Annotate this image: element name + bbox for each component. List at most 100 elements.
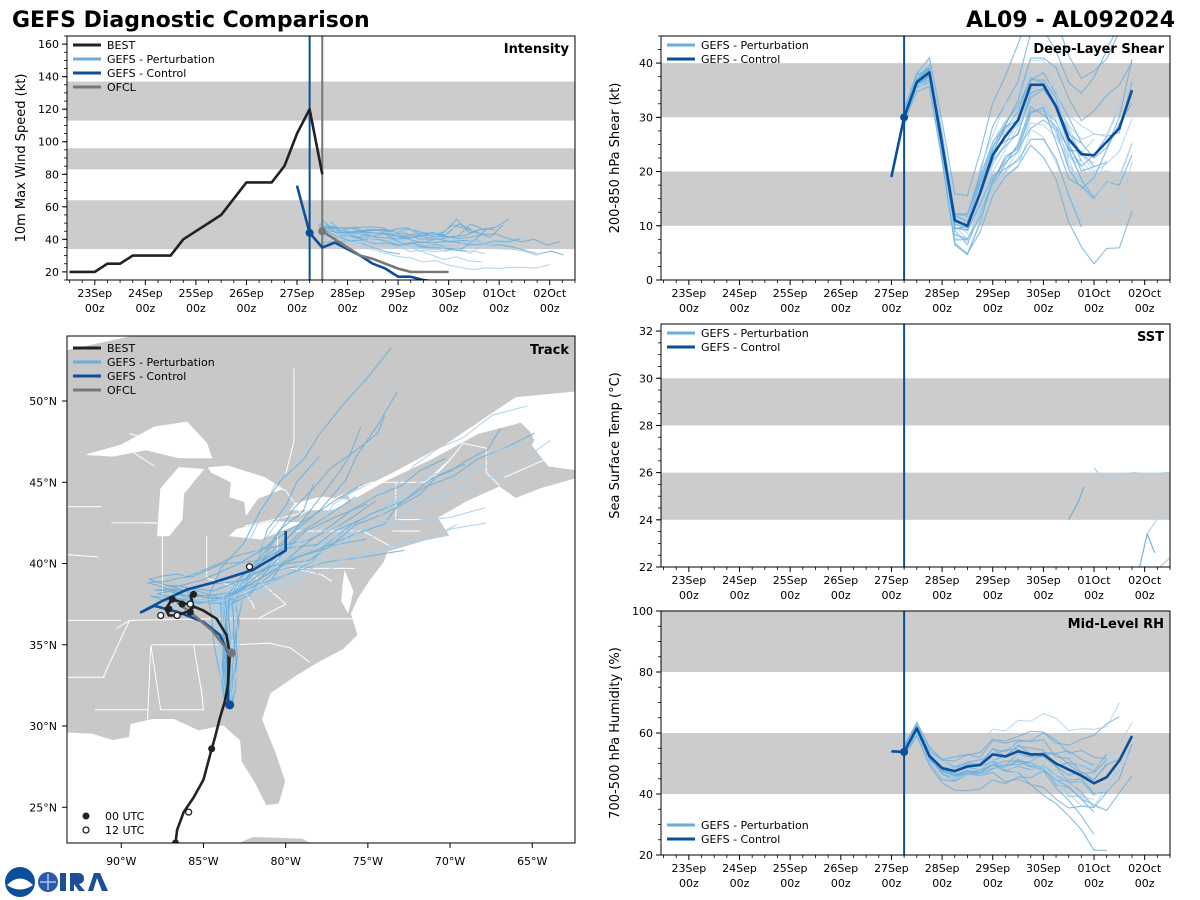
noaa-bird-icon: [7, 878, 33, 890]
track-perturbation-member: [154, 538, 367, 702]
land-cuba: [236, 835, 313, 843]
rh-legend-label-pert: GEFS - Perturbation: [701, 819, 809, 832]
track-xtick-label: 85°W: [188, 855, 218, 868]
state-boundary: [252, 476, 303, 516]
intensity-panel: 20 40 60 80 100 120 140 160 23Sep 00z 24Sep 00z 25Se…: [14, 35, 576, 315]
utc00-marker: [82, 812, 90, 820]
intensity-band-1: [67, 148, 575, 170]
sst-xtick-label-day: 01Oct: [1078, 574, 1112, 587]
track-plot-area: [67, 336, 575, 843]
sst-perturbation-member: [1159, 557, 1170, 567]
shear-ytick-label: 30: [639, 111, 653, 124]
sst-xtick-label-day: 29Sep: [975, 574, 1010, 587]
shear-xtick-label-hour: 00z: [1084, 302, 1104, 315]
sst-band-0: [661, 472, 1170, 520]
shear-xtick-label-hour: 00z: [1135, 302, 1155, 315]
sst-perturbation-member: [1068, 486, 1085, 521]
rh-xtick-label-hour: 00z: [882, 877, 902, 890]
intensity-control-line: [295, 185, 434, 280]
shear-xtick-label-day: 01Oct: [1078, 287, 1112, 300]
shear-xtick-label-hour: 00z: [679, 302, 699, 315]
rh-xtick-label-hour: 00z: [932, 877, 952, 890]
intensity-xtick-label-hour: 00z: [388, 302, 408, 315]
sst-xtick-label-hour: 00z: [1084, 589, 1104, 602]
shear-xtick-label-day: 02Oct: [1128, 287, 1162, 300]
intensity-ytick-label: 40: [45, 233, 59, 246]
sst-xtick-label-hour: 00z: [730, 589, 750, 602]
rh-perturbation-member: [903, 724, 1108, 774]
intensity-xtick-label-hour: 00z: [135, 302, 155, 315]
intensity-xtick-label-hour: 00z: [439, 302, 459, 315]
intensity-legend-label-best: BEST: [107, 39, 135, 52]
rh-xtick-label-day: 24Sep: [722, 862, 757, 875]
utc12-label: 12 UTC: [105, 824, 145, 837]
rh-control-init-point: [900, 747, 909, 756]
shear-control-init-point: [900, 113, 909, 122]
intensity-perturbation-member: [322, 232, 538, 257]
cira-wordmark: [60, 873, 108, 891]
intensity-ytick-label: 120: [38, 103, 59, 116]
rh-perturbation-member: [903, 721, 1107, 762]
water-huron: [207, 465, 284, 516]
rh-perturbation-member: [903, 722, 1120, 806]
track-xtick-label: 90°W: [106, 855, 136, 868]
sst-ytick-label: 22: [639, 561, 653, 574]
sst-xtick-label-day: 26Sep: [823, 574, 858, 587]
shear-legend-label-ctrl: GEFS - Control: [701, 53, 780, 66]
track-best-00utc-point: [165, 605, 173, 613]
sst-xtick-label-hour: 00z: [780, 589, 800, 602]
rh-xtick-label-day: 02Oct: [1128, 862, 1162, 875]
track-xtick-label: 75°W: [353, 855, 383, 868]
track-perturbation-member: [228, 457, 446, 708]
storm-id: AL09 - AL092024: [966, 8, 1175, 33]
track-best-00utc-point: [208, 745, 216, 753]
track-legend-label-pert: GEFS - Perturbation: [107, 356, 215, 369]
cira-globe-grid: [40, 874, 56, 890]
sst-ytick-label: 24: [639, 514, 653, 527]
intensity-xtick-label-day: 24Sep: [128, 287, 163, 300]
shear-perturbation-member: [903, 36, 1118, 197]
track-title: Track: [530, 343, 569, 358]
track-ytick-label: 30°N: [29, 720, 57, 733]
intensity-plot-area: [67, 36, 575, 280]
shear-control-line: [890, 71, 1134, 228]
rh-perturbation-member: [903, 702, 1120, 758]
intensity-ytick-label: 20: [45, 266, 59, 279]
utc00-label: 00 UTC: [105, 810, 145, 823]
shear-xtick-label-hour: 00z: [882, 302, 902, 315]
sst-band-1: [661, 378, 1170, 426]
state-boundary: [285, 368, 295, 475]
intensity-perturbation-member: [324, 220, 452, 248]
rh-band-1: [661, 611, 1170, 672]
shear-ytick-label: 40: [639, 57, 653, 70]
intensity-ytick-label: 100: [38, 136, 59, 149]
intensity-xtick-label-day: 01Oct: [483, 287, 517, 300]
shear-perturbation-member: [903, 78, 1133, 241]
track-best-00utc-point: [168, 595, 176, 603]
state-boundary: [147, 644, 152, 720]
intensity-perturbation-member: [321, 237, 550, 271]
rh-perturbation-member: [903, 734, 1095, 835]
intensity-xtick-label-hour: 00z: [540, 302, 560, 315]
sst-xtick-label-hour: 00z: [932, 589, 952, 602]
rh-xtick-label-hour: 00z: [730, 877, 750, 890]
rh-xtick-label-hour: 00z: [1084, 877, 1104, 890]
intensity-best-line: [69, 107, 324, 274]
sst-ylabel: Sea Surface Temp (°C): [608, 372, 623, 519]
cira-logo: [5, 867, 108, 897]
rh-legend-label-ctrl: GEFS - Control: [701, 833, 780, 846]
track-best-12utc-point: [157, 611, 165, 620]
track-xtick-label: 70°W: [435, 855, 465, 868]
track-perturbation-member: [227, 442, 525, 708]
shear-ylabel: 200-850 hPa Shear (kt): [608, 83, 623, 234]
sst-xtick-label-day: 27Sep: [874, 574, 909, 587]
intensity-xtick-label-day: 30Sep: [431, 287, 466, 300]
track-legend-label-ofcl: OFCL: [107, 384, 137, 397]
track-legend-label-ctrl: GEFS - Control: [107, 370, 186, 383]
shear-xtick-label-day: 30Sep: [1026, 287, 1061, 300]
sst-plot-area: [661, 324, 1170, 567]
rh-control-line: [891, 727, 1134, 785]
